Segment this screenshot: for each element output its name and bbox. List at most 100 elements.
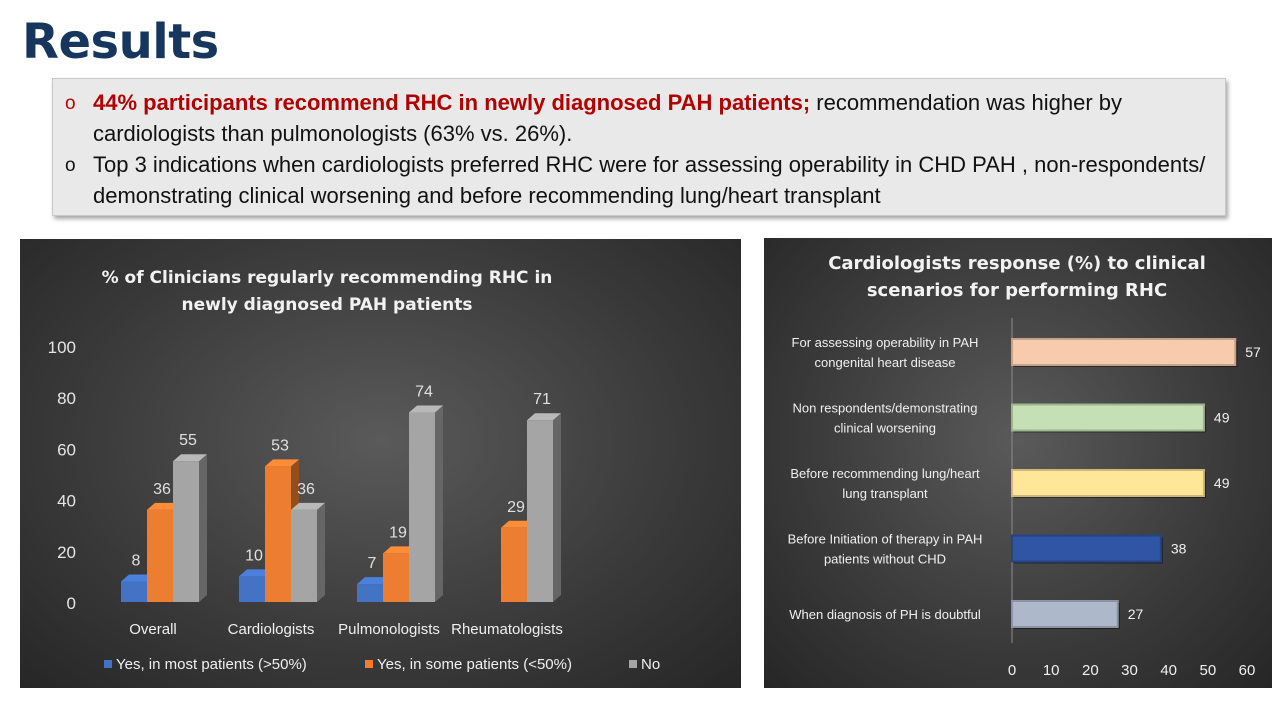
legend-swatch [104,660,112,668]
bar-front [501,527,527,602]
chart-title-line: scenarios for performing RHC [867,280,1167,301]
bar-top [173,454,207,462]
bullet-marker: o [65,155,76,176]
bar-top [121,574,155,582]
cardiologists-scenarios-chart-svg: Cardiologists response (%) to clinical sc… [788,253,1261,679]
data-label: 71 [533,391,551,408]
bar-top [291,502,325,510]
chart-title-line: Cardiologists response (%) to clinical [828,253,1206,274]
bar-top [409,405,443,413]
x-tick-label: Cardiologists [228,621,315,638]
bar-no-cardiologists [291,502,325,602]
bar [1011,600,1119,628]
x-tick-label: 0 [1008,662,1016,679]
data-label: 7 [368,555,377,572]
data-label: 36 [153,481,171,498]
legend-label: No [641,656,660,673]
category-label: Non respondents/demonstrating [792,401,977,416]
clinicians-rhc-chart: % of Clinicians regularly recommending R… [20,239,741,688]
chart-title-line: % of Clinicians regularly recommending R… [102,268,553,288]
bar-side [199,454,207,602]
y-tick-label: 0 [67,594,76,613]
bar-top [265,459,299,467]
data-label: 19 [389,524,407,541]
category-label: lung transplant [842,486,928,501]
x-tick-label: 50 [1199,662,1216,679]
bar-front [527,420,553,602]
data-label: 27 [1128,606,1144,622]
legend-label: Yes, in some patients (<50%) [377,656,572,673]
bar-no-pulmonologists [409,405,443,602]
x-tick-label: Pulmonologists [338,621,440,638]
chart-title-line: newly diagnosed PAH patients [182,295,473,315]
y-tick-label: 80 [57,389,76,408]
bar [1011,403,1205,432]
category-label: Before recommending lung/heart [790,466,980,481]
category-label: congenital heart disease [815,355,956,370]
data-label: 49 [1214,475,1230,491]
x-tick-label: 10 [1043,662,1060,679]
category-label: patients without CHD [824,552,946,567]
bar [1011,338,1237,366]
x-tick-label: Rheumatologists [451,621,563,638]
category-label: For assessing operability in PAH [792,335,979,350]
x-tick-label: 40 [1160,662,1177,679]
bar-top [383,546,417,554]
bar-front [383,553,409,602]
category-label: clinical worsening [834,421,936,436]
x-tick-label: Overall [129,621,177,638]
bullet-1-rest: recommendation was higher by cardiologis… [93,90,1123,146]
bar-no-overall [173,454,207,602]
bar-top [357,577,391,585]
summary-box: o 44% participants recommend RHC in newl… [52,78,1226,216]
category-label: Before Initiation of therapy in PAH [788,532,983,547]
data-label: 8 [132,553,141,570]
y-tick-label: 40 [57,492,76,511]
bar [1011,534,1162,563]
x-tick-label: 60 [1239,662,1256,679]
bar-side [317,502,325,602]
bar-side [553,413,561,602]
data-label: 10 [245,547,263,564]
data-label: 38 [1171,541,1187,557]
bullet-2-text: Top 3 indications when cardiologists pre… [93,152,1206,208]
bar-top [527,413,561,421]
data-label: 55 [179,432,197,449]
bar-front [239,576,265,602]
legend-swatch [365,660,373,668]
legend-swatch [629,660,637,668]
bar-front [357,584,383,602]
clinicians-rhc-chart-svg: % of Clinicians regularly recommending R… [48,268,661,673]
x-tick-label: 30 [1121,662,1138,679]
cardiologists-scenarios-chart: Cardiologists response (%) to clinical sc… [764,238,1272,688]
data-label: 36 [297,481,315,498]
category-label: When diagnosis of PH is doubtful [789,607,981,622]
bullet-1-text: 44% participants recommend RHC in newly … [93,87,1211,149]
bar-no-rheumatologists [527,413,561,602]
bar-front [265,466,291,602]
bullet-1-highlight: 44% participants recommend RHC in newly … [93,90,811,115]
x-tick-label: 20 [1082,662,1099,679]
bar [1011,469,1205,497]
bar-top [239,569,273,577]
bar-front [147,509,173,602]
bullet-marker: o [65,93,76,114]
bar-top [147,502,181,510]
data-label: 49 [1214,410,1230,426]
summary-bullet-1: o 44% participants recommend RHC in newl… [65,87,1211,149]
y-tick-label: 20 [57,543,76,562]
summary-bullet-2: o Top 3 indications when cardiologists p… [65,149,1211,211]
data-label: 53 [271,437,289,454]
bar-front [409,412,435,602]
y-tick-label: 60 [57,440,76,459]
data-label: 74 [415,384,433,401]
data-label: 57 [1245,344,1261,360]
bar-top [501,520,535,528]
legend-label: Yes, in most patients (>50%) [116,656,307,673]
y-tick-label: 100 [48,338,76,357]
bar-front [173,461,199,602]
bar-side [435,405,443,602]
data-label: 29 [507,499,525,516]
bar-front [291,509,317,602]
bar-front [121,581,147,602]
